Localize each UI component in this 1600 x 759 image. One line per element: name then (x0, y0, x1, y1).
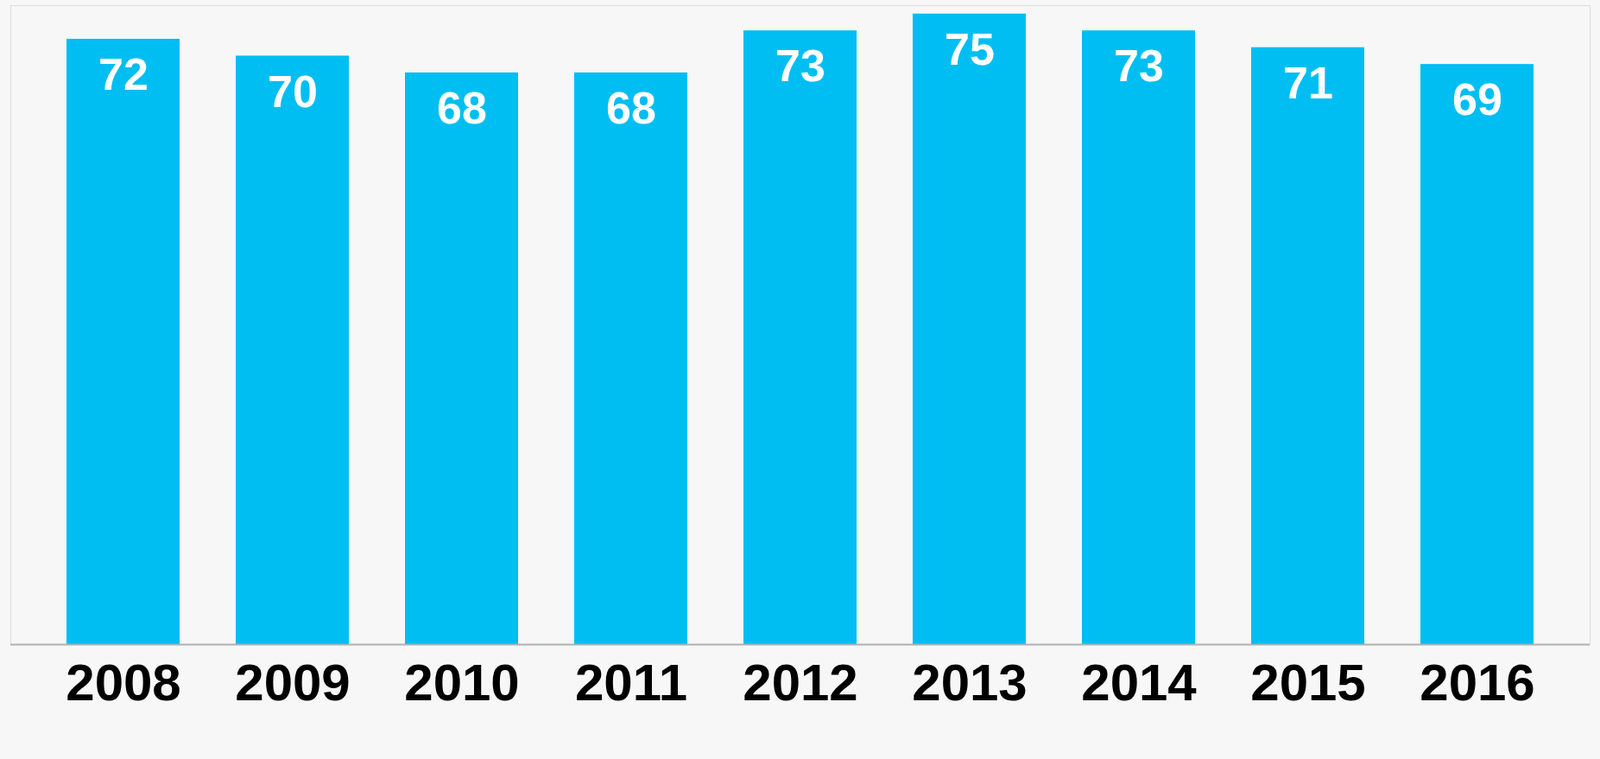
svg-text:70: 70 (267, 66, 318, 117)
svg-text:2015: 2015 (1250, 653, 1366, 712)
svg-text:68: 68 (436, 82, 487, 133)
svg-text:73: 73 (775, 40, 826, 91)
svg-text:72: 72 (98, 49, 149, 100)
svg-text:71: 71 (1283, 57, 1334, 108)
svg-text:69: 69 (1452, 74, 1503, 125)
svg-text:2009: 2009 (234, 653, 350, 712)
svg-text:2016: 2016 (1419, 653, 1535, 712)
svg-text:75: 75 (944, 24, 995, 75)
svg-text:2011: 2011 (575, 653, 688, 712)
svg-text:2012: 2012 (742, 653, 858, 712)
svg-text:2014: 2014 (1081, 653, 1197, 712)
svg-text:2010: 2010 (404, 653, 519, 712)
svg-text:73: 73 (1113, 40, 1164, 91)
svg-text:68: 68 (606, 82, 657, 133)
svg-text:2008: 2008 (65, 653, 181, 712)
svg-text:2013: 2013 (911, 653, 1027, 712)
